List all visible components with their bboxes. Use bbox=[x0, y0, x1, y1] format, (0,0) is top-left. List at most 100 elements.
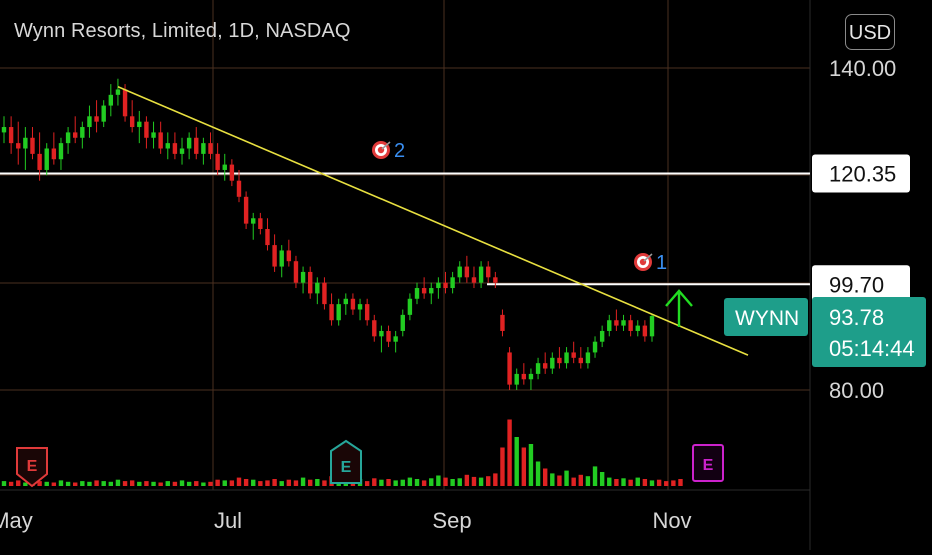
candle-body[interactable] bbox=[400, 314, 405, 331]
candle-body[interactable] bbox=[350, 298, 356, 310]
candle-body[interactable] bbox=[186, 137, 192, 149]
candle-body[interactable] bbox=[44, 148, 49, 170]
candle-body[interactable] bbox=[514, 373, 519, 385]
candle-body[interactable] bbox=[564, 352, 569, 364]
candle-body[interactable] bbox=[592, 341, 598, 353]
candle-body[interactable] bbox=[429, 288, 434, 294]
candle-body[interactable] bbox=[414, 288, 420, 299]
candle-body[interactable] bbox=[421, 288, 427, 294]
candle-body[interactable] bbox=[542, 363, 548, 369]
candle-body[interactable] bbox=[165, 143, 170, 149]
candle-body[interactable] bbox=[208, 143, 213, 154]
candle-body[interactable] bbox=[94, 116, 99, 122]
candle-body[interactable] bbox=[144, 121, 149, 138]
candle-body[interactable] bbox=[450, 277, 455, 289]
candle-body[interactable] bbox=[642, 325, 648, 337]
candle-body[interactable] bbox=[386, 330, 391, 342]
candle-body[interactable] bbox=[194, 137, 199, 154]
candle-body[interactable] bbox=[336, 304, 341, 321]
candle-body[interactable] bbox=[87, 116, 92, 128]
candlesticks[interactable] bbox=[1, 78, 655, 390]
candle-body[interactable] bbox=[16, 143, 21, 149]
trendline-layer[interactable] bbox=[117, 86, 749, 356]
trendline[interactable] bbox=[117, 86, 749, 356]
candle-body[interactable] bbox=[486, 266, 491, 278]
candle-body[interactable] bbox=[293, 261, 299, 283]
candle-body[interactable] bbox=[599, 330, 605, 342]
candle-body[interactable] bbox=[357, 304, 363, 310]
candle-body[interactable] bbox=[571, 352, 576, 358]
candle-body[interactable] bbox=[307, 271, 313, 294]
candle-body[interactable] bbox=[265, 229, 270, 246]
candle-body[interactable] bbox=[80, 127, 85, 138]
ticker-badge[interactable] bbox=[724, 298, 808, 336]
candle-body[interactable] bbox=[550, 357, 555, 369]
candle-body[interactable] bbox=[364, 304, 370, 321]
candle-body[interactable] bbox=[215, 153, 220, 170]
candle-body[interactable] bbox=[493, 277, 498, 283]
candle-body[interactable] bbox=[51, 148, 57, 160]
candle-body[interactable] bbox=[229, 164, 235, 181]
candle-body[interactable] bbox=[1, 127, 7, 133]
candle-body[interactable] bbox=[471, 277, 477, 283]
candle-body[interactable] bbox=[101, 105, 106, 122]
candle-body[interactable] bbox=[315, 282, 320, 294]
candle-body[interactable] bbox=[73, 132, 78, 138]
candle-body[interactable] bbox=[436, 282, 441, 289]
candle-body[interactable] bbox=[258, 218, 263, 229]
candle-body[interactable] bbox=[322, 282, 327, 305]
candle-body[interactable] bbox=[279, 250, 284, 267]
candle-body[interactable] bbox=[30, 137, 35, 154]
candle-body[interactable] bbox=[179, 148, 185, 154]
candle-body[interactable] bbox=[621, 320, 626, 326]
candle-body[interactable] bbox=[115, 89, 121, 95]
candle-body[interactable] bbox=[8, 127, 14, 144]
candle-body[interactable] bbox=[272, 245, 277, 267]
candle-body[interactable] bbox=[557, 357, 562, 364]
candle-body[interactable] bbox=[578, 357, 583, 364]
candle-body[interactable] bbox=[137, 121, 142, 128]
candle-body[interactable] bbox=[407, 298, 413, 315]
candle-body[interactable] bbox=[535, 363, 541, 374]
candle-body[interactable] bbox=[379, 330, 384, 337]
candle-body[interactable] bbox=[65, 132, 71, 144]
candle-body[interactable] bbox=[464, 266, 470, 278]
candle-body[interactable] bbox=[251, 218, 256, 224]
candle-body[interactable] bbox=[23, 137, 28, 149]
candle-body[interactable] bbox=[507, 352, 512, 385]
price-axis[interactable]: 140.00 80.00 120.35 99.70 WYNN 93.78 05:14:44 bbox=[724, 56, 926, 403]
candle-body[interactable] bbox=[585, 352, 591, 364]
time-axis[interactable]: May Jul Sep Nov bbox=[0, 508, 692, 533]
candle-body[interactable] bbox=[443, 282, 448, 289]
candle-body[interactable] bbox=[343, 298, 349, 305]
candle-body[interactable] bbox=[628, 320, 633, 331]
candle-body[interactable] bbox=[172, 143, 178, 154]
candle-body[interactable] bbox=[286, 250, 292, 262]
candle-body[interactable] bbox=[635, 325, 640, 331]
candle-body[interactable] bbox=[372, 320, 377, 337]
candle-body[interactable] bbox=[129, 116, 135, 128]
candle-body[interactable] bbox=[201, 143, 206, 154]
candle-body[interactable] bbox=[37, 153, 42, 170]
candle-body[interactable] bbox=[122, 89, 128, 117]
candle-body[interactable] bbox=[649, 316, 655, 337]
candle-body[interactable] bbox=[500, 314, 505, 331]
currency-button[interactable]: USD bbox=[845, 14, 895, 50]
candle-body[interactable] bbox=[457, 266, 462, 278]
candle-body[interactable] bbox=[222, 164, 227, 170]
candle-body[interactable] bbox=[614, 320, 619, 326]
candle-body[interactable] bbox=[607, 320, 612, 331]
candle-body[interactable] bbox=[521, 373, 527, 380]
candle-body[interactable] bbox=[300, 271, 306, 283]
candle-body[interactable] bbox=[393, 336, 398, 342]
candle-body[interactable] bbox=[151, 132, 156, 138]
candle-body[interactable] bbox=[329, 304, 334, 321]
candle-body[interactable] bbox=[108, 94, 114, 106]
candle-body[interactable] bbox=[528, 373, 534, 380]
candle-body[interactable] bbox=[58, 143, 64, 160]
candle-body[interactable] bbox=[243, 196, 249, 224]
candle-body[interactable] bbox=[236, 180, 242, 197]
candle-body[interactable] bbox=[478, 266, 484, 283]
